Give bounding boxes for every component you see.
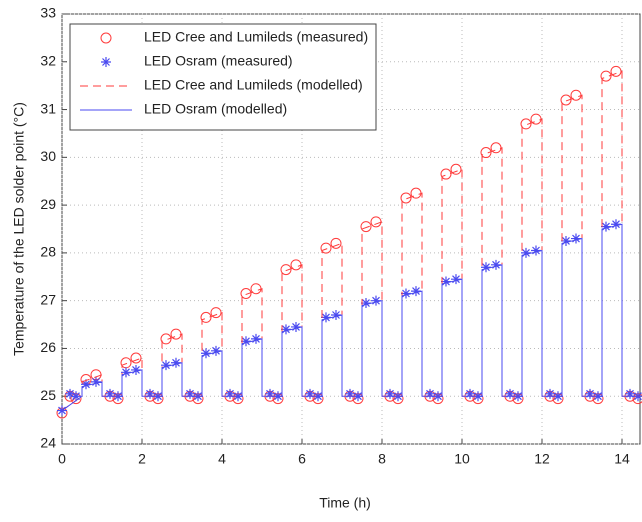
- marker: [105, 388, 115, 399]
- marker: [161, 360, 171, 371]
- marker: [160, 333, 172, 345]
- marker: [345, 388, 355, 399]
- y-tick-label: 24: [40, 435, 56, 451]
- legend-marker: [101, 57, 111, 67]
- marker: [585, 388, 595, 399]
- marker: [600, 70, 612, 82]
- y-tick-label: 33: [40, 5, 56, 21]
- y-tick-label: 28: [40, 244, 56, 260]
- marker: [610, 65, 622, 77]
- y-tick-label: 29: [40, 196, 56, 212]
- marker: [321, 312, 331, 323]
- marker: [560, 94, 572, 106]
- marker: [425, 388, 435, 399]
- marker: [225, 388, 235, 399]
- marker: [401, 288, 411, 299]
- marker: [411, 286, 421, 297]
- marker: [121, 367, 131, 378]
- marker: [611, 219, 621, 230]
- marker: [305, 388, 315, 399]
- x-tick-label: 12: [534, 451, 550, 467]
- x-tick-label: 4: [218, 451, 226, 467]
- marker: [65, 388, 75, 399]
- marker: [185, 388, 195, 399]
- marker: [81, 379, 91, 390]
- marker: [505, 388, 515, 399]
- marker: [531, 245, 541, 256]
- marker: [145, 388, 155, 399]
- legend-label: LED Cree and Lumileds (measured): [144, 29, 368, 45]
- legend-marker: [100, 32, 112, 44]
- marker: [491, 259, 501, 270]
- y-tick-label: 30: [40, 148, 56, 164]
- marker: [370, 216, 382, 228]
- marker: [451, 274, 461, 285]
- marker: [131, 364, 141, 375]
- marker: [571, 233, 581, 244]
- legend-box: [69, 23, 377, 131]
- marker: [201, 348, 211, 359]
- legend-label: LED Osram (modelled): [144, 101, 287, 117]
- x-tick-label: 0: [58, 451, 66, 467]
- marker: [371, 295, 381, 306]
- marker: [400, 192, 412, 204]
- marker: [291, 321, 301, 332]
- y-tick-label: 25: [40, 387, 56, 403]
- x-tick-label: 14: [614, 451, 630, 467]
- marker: [251, 333, 261, 344]
- marker: [281, 324, 291, 335]
- legend-label: LED Osram (measured): [144, 53, 293, 69]
- x-tick-label: 8: [378, 451, 386, 467]
- marker: [210, 307, 222, 319]
- marker: [520, 118, 532, 130]
- marker: [361, 298, 371, 309]
- marker: [211, 345, 221, 356]
- marker: [625, 388, 635, 399]
- marker: [265, 388, 275, 399]
- x-tick-label: 6: [298, 451, 306, 467]
- marker: [57, 405, 67, 416]
- marker: [561, 235, 571, 246]
- marker: [360, 221, 372, 233]
- marker: [331, 310, 341, 320]
- marker: [465, 388, 475, 399]
- x-axis-label: Time (h): [319, 495, 371, 511]
- x-tick-label: 2: [138, 451, 146, 467]
- marker: [91, 376, 101, 387]
- legend-label: LED Cree and Lumileds (modelled): [144, 77, 363, 93]
- y-axis-label: Temperature of the LED solder point (°C): [11, 102, 27, 356]
- y-tick-label: 31: [40, 100, 56, 116]
- marker: [441, 276, 451, 287]
- marker: [481, 262, 491, 273]
- x-tick-label: 10: [454, 451, 470, 467]
- marker: [330, 237, 342, 249]
- marker: [280, 264, 292, 276]
- marker: [440, 168, 452, 180]
- y-tick-label: 32: [40, 52, 56, 68]
- y-tick-label: 27: [40, 291, 56, 307]
- marker: [521, 247, 531, 258]
- marker: [601, 221, 611, 232]
- marker: [320, 242, 332, 254]
- series-line: [61, 223, 640, 411]
- marker: [240, 288, 252, 299]
- marker: [450, 163, 462, 175]
- marker: [480, 147, 492, 159]
- y-tick-label: 26: [40, 339, 56, 355]
- marker: [71, 391, 81, 402]
- marker: [385, 388, 395, 399]
- marker: [200, 311, 212, 323]
- marker: [545, 388, 555, 399]
- marker: [171, 357, 181, 368]
- marker: [241, 336, 251, 347]
- marker: [130, 352, 142, 364]
